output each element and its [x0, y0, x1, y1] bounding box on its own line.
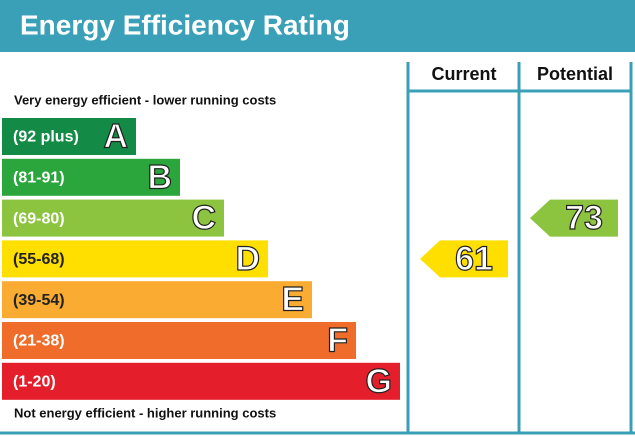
band-letter: E — [281, 281, 304, 319]
band-bar — [2, 322, 356, 359]
band-letter: D — [235, 240, 260, 278]
band-range: (55-68) — [13, 251, 65, 268]
band-bar — [2, 158, 180, 196]
band-letter: A — [103, 117, 128, 155]
rating-arrow — [420, 240, 508, 278]
band-letter: C — [191, 199, 216, 237]
title-bar — [0, 0, 635, 52]
band-range: (81-91) — [13, 170, 65, 187]
band-range: (1-20) — [13, 374, 56, 391]
rating-value: 61 — [455, 240, 493, 278]
rating-value: 73 — [565, 199, 603, 237]
band-letter: G — [366, 362, 392, 400]
column-header: Current — [431, 64, 496, 84]
title: Energy Efficiency Rating — [20, 9, 350, 40]
rating-arrow — [530, 199, 618, 237]
bottom-note: Not energy efficient - higher running co… — [14, 405, 276, 420]
frame — [0, 62, 635, 435]
band-range: (21-38) — [13, 333, 65, 350]
band-bar — [2, 281, 312, 319]
band-bar — [2, 362, 400, 400]
band-range: (39-54) — [13, 292, 65, 309]
band-range: (69-80) — [13, 210, 65, 227]
band-bar — [2, 240, 268, 278]
band-range: (92 plus) — [13, 129, 79, 146]
band-letter: B — [147, 158, 172, 196]
band-bar — [2, 199, 224, 237]
top-note: Very energy efficient - lower running co… — [14, 92, 276, 107]
column-header: Potential — [537, 64, 613, 84]
band-letter: F — [327, 321, 348, 359]
band-bar — [2, 118, 136, 155]
